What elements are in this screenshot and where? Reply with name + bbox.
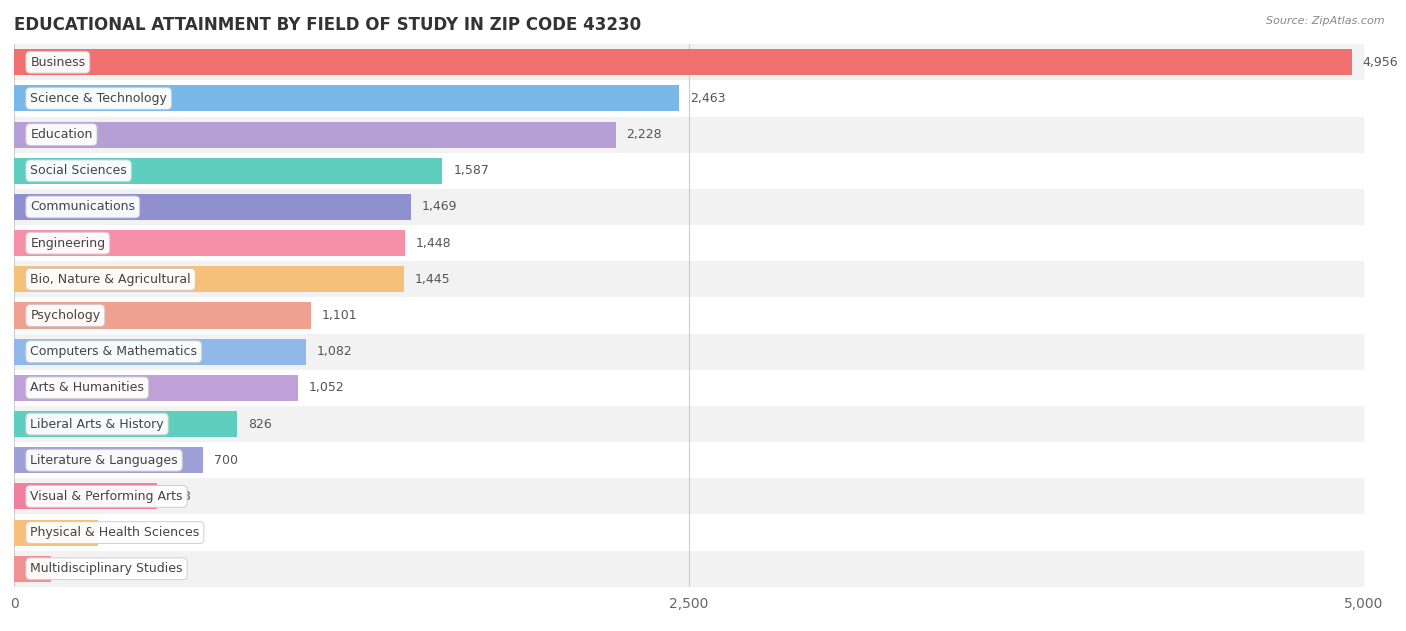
Bar <box>14 189 1364 225</box>
Bar <box>14 339 307 365</box>
Text: Literature & Languages: Literature & Languages <box>31 454 179 467</box>
Text: 826: 826 <box>247 418 271 430</box>
Text: 312: 312 <box>110 526 132 539</box>
Bar <box>14 556 51 582</box>
Text: 1,052: 1,052 <box>309 381 344 394</box>
Bar <box>14 117 1364 153</box>
Bar <box>14 370 1364 406</box>
Bar <box>14 514 1364 551</box>
Text: 4,956: 4,956 <box>1362 56 1399 69</box>
Bar <box>14 478 1364 514</box>
Text: 1,445: 1,445 <box>415 273 450 286</box>
Bar <box>14 80 1364 117</box>
Bar <box>14 447 202 473</box>
Text: Bio, Nature & Agricultural: Bio, Nature & Agricultural <box>31 273 191 286</box>
Text: 1,082: 1,082 <box>316 345 353 358</box>
Text: Computers & Mathematics: Computers & Mathematics <box>31 345 197 358</box>
Text: 2,228: 2,228 <box>626 128 662 141</box>
Text: 528: 528 <box>167 490 191 503</box>
Bar <box>14 225 1364 261</box>
Text: Science & Technology: Science & Technology <box>31 92 167 105</box>
Text: Social Sciences: Social Sciences <box>31 164 127 177</box>
Text: Multidisciplinary Studies: Multidisciplinary Studies <box>31 562 183 575</box>
Bar <box>14 483 156 509</box>
Bar <box>14 375 298 401</box>
Bar <box>14 406 1364 442</box>
Bar <box>14 334 1364 370</box>
Text: Psychology: Psychology <box>31 309 100 322</box>
Bar <box>14 122 616 148</box>
Bar <box>14 230 405 256</box>
Bar <box>14 551 1364 587</box>
Bar <box>14 44 1364 80</box>
Bar <box>14 158 443 184</box>
Bar <box>14 194 411 220</box>
Text: Business: Business <box>31 56 86 69</box>
Bar <box>14 49 1353 75</box>
Bar <box>14 302 311 329</box>
Text: Visual & Performing Arts: Visual & Performing Arts <box>31 490 183 503</box>
Text: 1,448: 1,448 <box>416 237 451 250</box>
Text: Engineering: Engineering <box>31 237 105 250</box>
Text: 2,463: 2,463 <box>690 92 725 105</box>
Text: EDUCATIONAL ATTAINMENT BY FIELD OF STUDY IN ZIP CODE 43230: EDUCATIONAL ATTAINMENT BY FIELD OF STUDY… <box>14 16 641 34</box>
Bar <box>14 411 238 437</box>
Bar <box>14 519 98 546</box>
Text: 1,587: 1,587 <box>453 164 489 177</box>
Bar <box>14 266 404 292</box>
Text: 1,101: 1,101 <box>322 309 357 322</box>
Text: 136: 136 <box>62 562 86 575</box>
Bar <box>14 261 1364 297</box>
Bar <box>14 153 1364 189</box>
Text: Physical & Health Sciences: Physical & Health Sciences <box>31 526 200 539</box>
Text: 1,469: 1,469 <box>422 201 457 213</box>
Text: Education: Education <box>31 128 93 141</box>
Text: Source: ZipAtlas.com: Source: ZipAtlas.com <box>1267 16 1385 26</box>
Text: Liberal Arts & History: Liberal Arts & History <box>31 418 165 430</box>
Text: Arts & Humanities: Arts & Humanities <box>31 381 145 394</box>
Bar <box>14 85 679 112</box>
Bar <box>14 442 1364 478</box>
Bar <box>14 297 1364 334</box>
Text: Communications: Communications <box>31 201 135 213</box>
Text: 700: 700 <box>214 454 238 467</box>
